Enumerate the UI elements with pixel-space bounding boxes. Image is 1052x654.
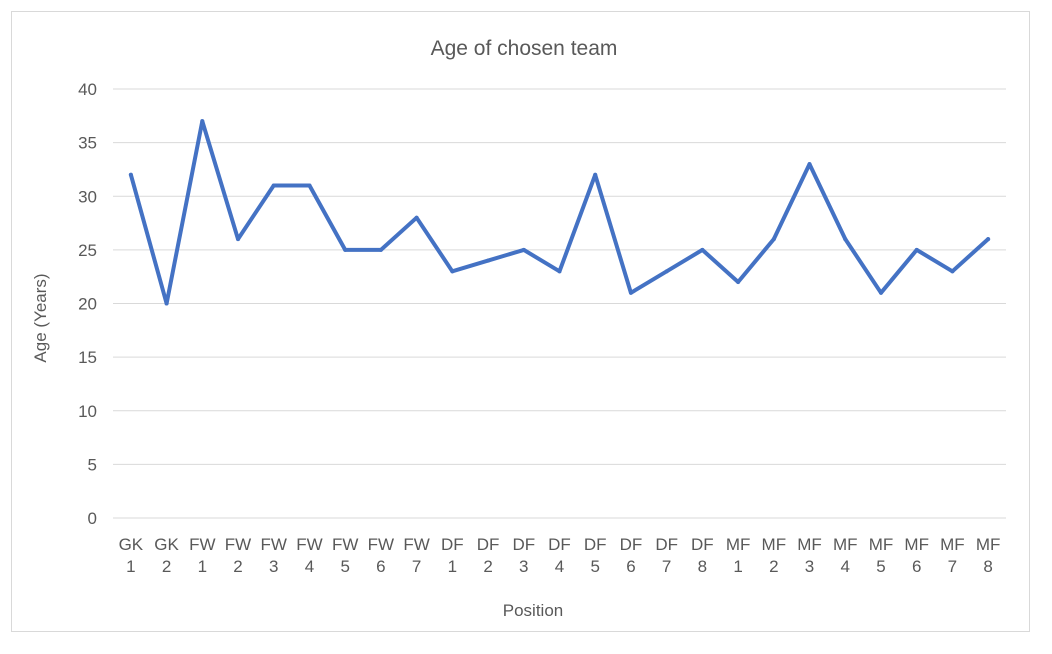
data-point xyxy=(736,280,741,285)
y-tick-label: 15 xyxy=(78,348,97,367)
x-tick-label-number: 7 xyxy=(948,557,957,576)
x-tick-label-number: 1 xyxy=(448,557,457,576)
x-tick-label-group: FW xyxy=(261,535,287,554)
data-point xyxy=(486,258,491,263)
x-axis-label: Position xyxy=(503,601,563,620)
x-tick-label-group: FW xyxy=(332,535,358,554)
x-tick-label-number: 4 xyxy=(305,557,314,576)
y-tick-label: 30 xyxy=(78,187,97,206)
x-tick-label-group: GK xyxy=(119,535,144,554)
x-tick-label-group: MF xyxy=(833,535,858,554)
x-tick-label-group: FW xyxy=(403,535,429,554)
x-tick-label-number: 8 xyxy=(698,557,707,576)
data-point xyxy=(343,247,348,252)
x-tick-label-group: DF xyxy=(691,535,714,554)
data-point xyxy=(700,247,705,252)
x-tick-label-group: MF xyxy=(976,535,1001,554)
data-point xyxy=(557,269,562,274)
data-point xyxy=(128,172,133,177)
x-tick-label-group: MF xyxy=(869,535,894,554)
x-tick-label-number: 4 xyxy=(841,557,850,576)
x-tick-label-group: DF xyxy=(620,535,643,554)
x-tick-label-number: 6 xyxy=(376,557,385,576)
data-point xyxy=(878,290,883,295)
x-tick-label-number: 1 xyxy=(198,557,207,576)
x-axis-tick-labels: GK 1 GK 2 FW 1 FW 2 FW 3 FW 4 FW 5 FW 6 FW 7 DF 1 DF 2 DF 3 DF 4 D… xyxy=(119,535,1001,576)
chart-title: Age of chosen team xyxy=(431,37,618,60)
x-tick-label-number: 7 xyxy=(412,557,421,576)
data-point xyxy=(593,172,598,177)
data-point xyxy=(200,119,205,124)
x-tick-label-group: DF xyxy=(655,535,678,554)
x-tick-label-number: 5 xyxy=(590,557,599,576)
y-axis-label: Age (Years) xyxy=(31,273,50,362)
x-tick-label-number: 8 xyxy=(983,557,992,576)
x-tick-label-number: 3 xyxy=(519,557,528,576)
x-tick-label-group: MF xyxy=(940,535,965,554)
data-point xyxy=(378,247,383,252)
x-tick-label-number: 2 xyxy=(769,557,778,576)
x-tick-label-group: GK xyxy=(154,535,179,554)
x-tick-label-group: FW xyxy=(296,535,322,554)
series-group xyxy=(128,119,991,306)
x-tick-label-number: 2 xyxy=(483,557,492,576)
x-tick-label-group: MF xyxy=(904,535,929,554)
data-point xyxy=(950,269,955,274)
x-tick-label-group: MF xyxy=(726,535,751,554)
y-axis-tick-labels: 0 5 10 15 20 25 30 35 40 xyxy=(78,80,97,528)
x-tick-label-number: 6 xyxy=(912,557,921,576)
x-tick-label-number: 7 xyxy=(662,557,671,576)
x-tick-label-group: MF xyxy=(762,535,787,554)
x-tick-label-number: 5 xyxy=(876,557,885,576)
x-tick-label-group: DF xyxy=(477,535,500,554)
data-point xyxy=(236,237,241,242)
chart-frame xyxy=(11,11,1030,632)
x-tick-label-group: DF xyxy=(441,535,464,554)
y-tick-label: 0 xyxy=(88,509,97,528)
data-point xyxy=(450,269,455,274)
x-tick-label-number: 2 xyxy=(233,557,242,576)
data-point xyxy=(307,183,312,188)
x-tick-label-group: DF xyxy=(548,535,571,554)
x-tick-label-group: FW xyxy=(225,535,251,554)
data-point xyxy=(914,247,919,252)
data-point xyxy=(414,215,419,220)
y-tick-label: 25 xyxy=(78,241,97,260)
x-tick-label-number: 1 xyxy=(733,557,742,576)
data-point xyxy=(986,237,991,242)
data-point xyxy=(628,290,633,295)
x-tick-label-group: DF xyxy=(584,535,607,554)
data-point xyxy=(521,247,526,252)
x-tick-label-number: 3 xyxy=(269,557,278,576)
data-point xyxy=(843,237,848,242)
y-tick-label: 20 xyxy=(78,295,97,314)
x-tick-label-number: 4 xyxy=(555,557,564,576)
x-tick-label-number: 6 xyxy=(626,557,635,576)
data-point xyxy=(664,269,669,274)
x-tick-label-group: FW xyxy=(189,535,215,554)
series-line xyxy=(128,119,991,306)
x-tick-label-group: MF xyxy=(797,535,822,554)
y-tick-label: 40 xyxy=(78,80,97,99)
x-tick-label-number: 2 xyxy=(162,557,171,576)
y-tick-label: 35 xyxy=(78,134,97,153)
y-tick-label: 5 xyxy=(88,455,97,474)
data-point xyxy=(164,301,169,306)
x-tick-label-number: 1 xyxy=(126,557,135,576)
x-tick-label-group: DF xyxy=(512,535,535,554)
x-tick-label-number: 3 xyxy=(805,557,814,576)
data-point xyxy=(771,237,776,242)
gridlines xyxy=(113,88,1006,519)
y-tick-label: 10 xyxy=(78,402,97,421)
data-point xyxy=(807,162,812,167)
data-point xyxy=(271,183,276,188)
x-tick-label-number: 5 xyxy=(340,557,349,576)
x-tick-label-group: FW xyxy=(368,535,394,554)
